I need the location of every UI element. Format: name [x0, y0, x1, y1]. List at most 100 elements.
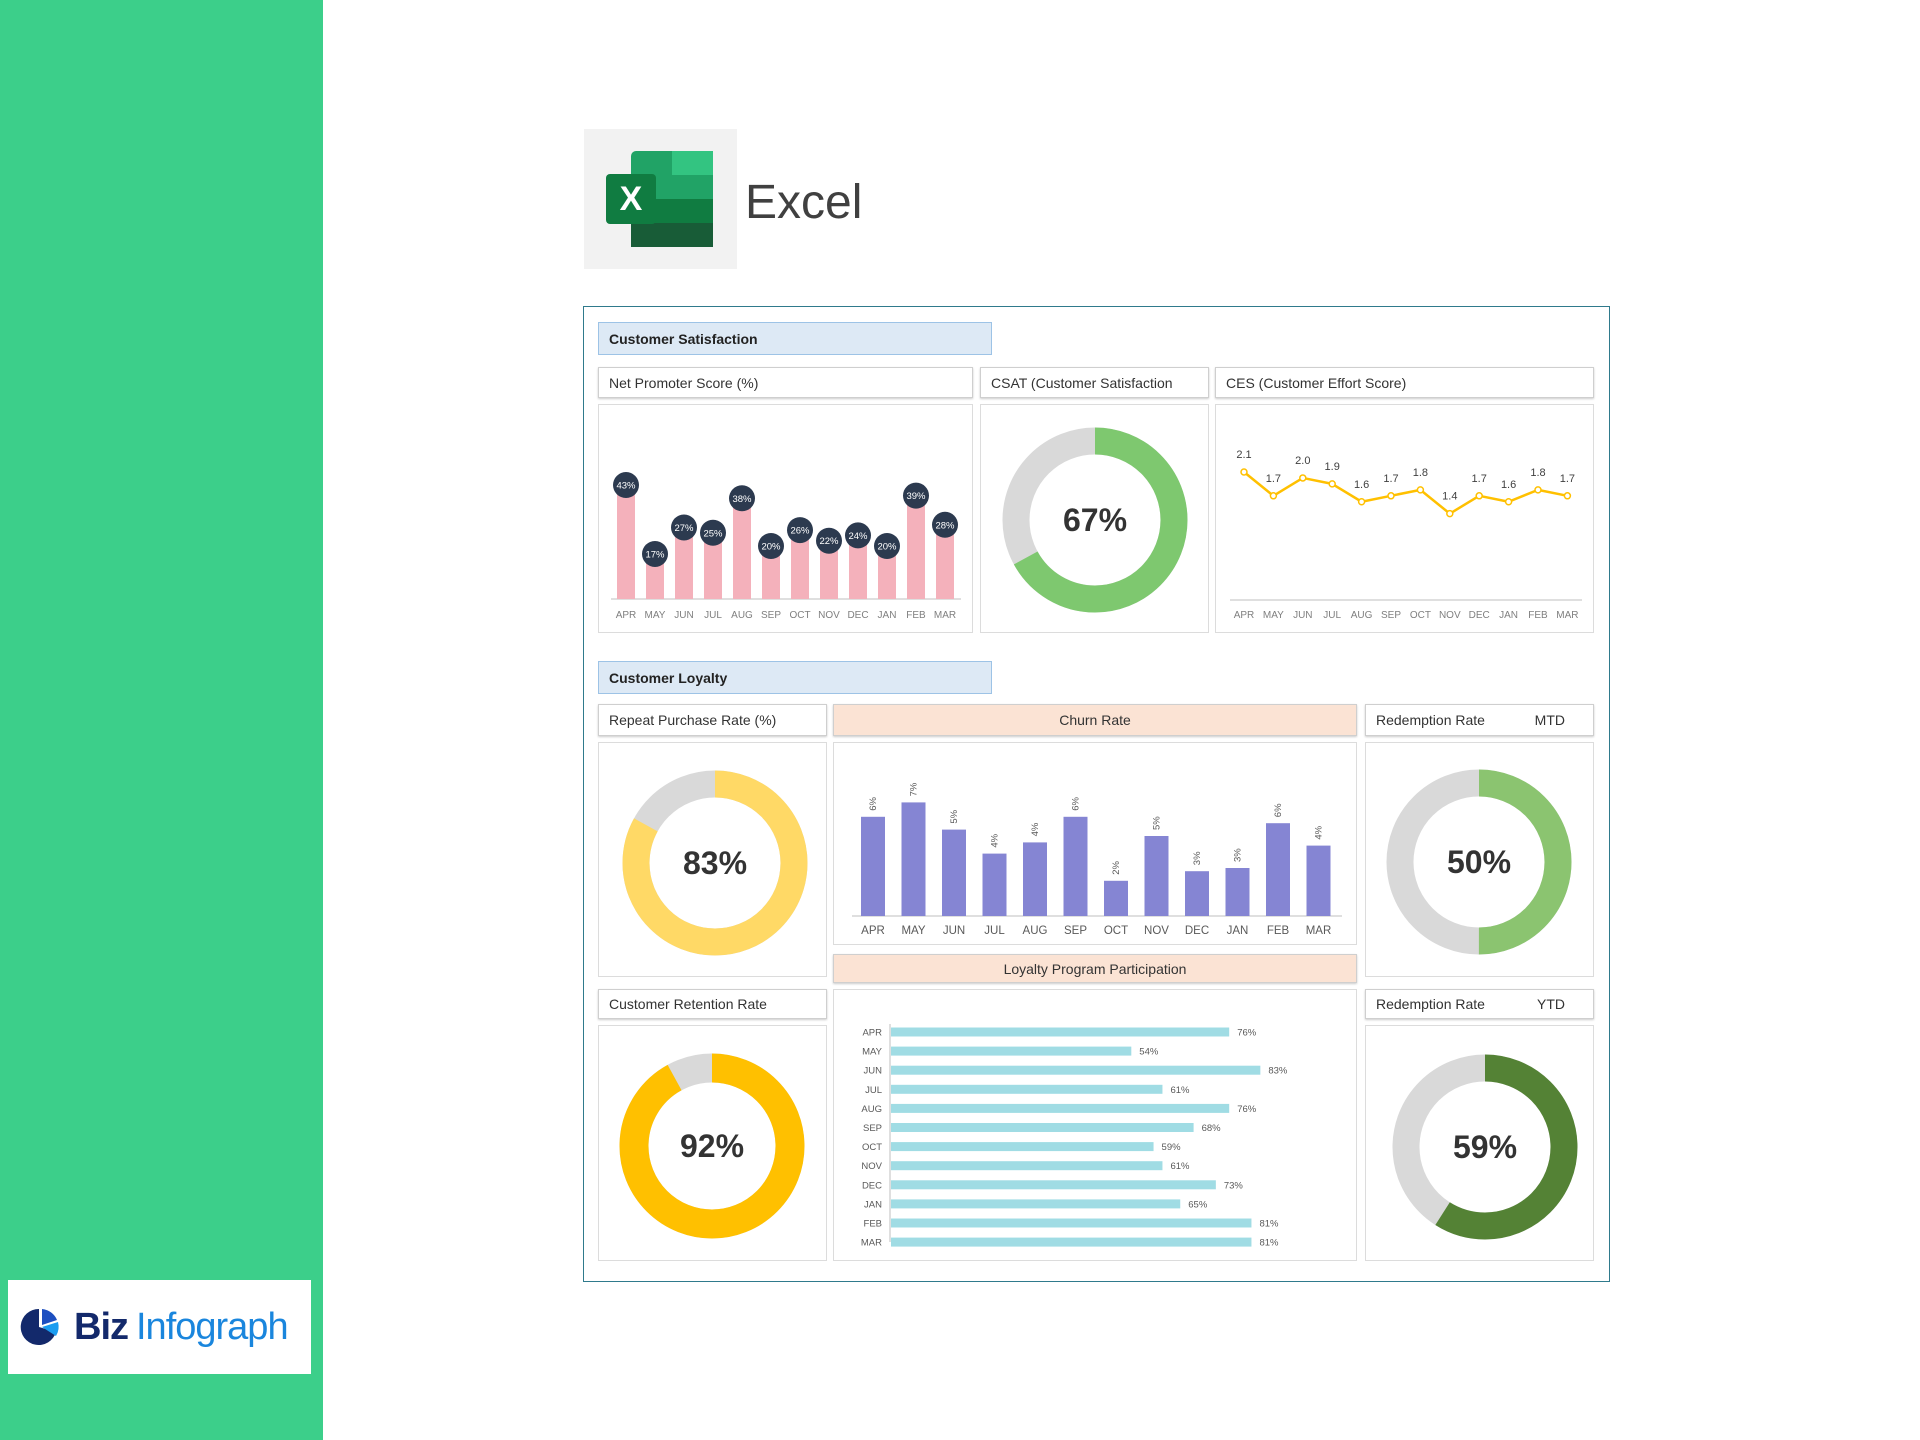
churn-bar — [1104, 880, 1128, 916]
nps-month-label: AUG — [731, 610, 753, 621]
nps-data-label: 25% — [703, 528, 723, 539]
pie-logo-icon — [20, 1308, 59, 1345]
loyalty-bar — [891, 1046, 1132, 1056]
nps-month-label: NOV — [818, 610, 840, 621]
excel-logo-tile: X — [584, 129, 737, 269]
churn-data-label: 4% — [1314, 825, 1325, 839]
churn-chart-svg: 6% APR 7% MAY 5% JUN 4% JUL 4% AUG 6% SEP 2% OCT 5% NOV… — [852, 782, 1342, 937]
ces-point — [1563, 492, 1572, 500]
churn-chart-panel: 6% APR 7% MAY 5% JUN 4% JUL 4% AUG 6% SEP 2% OCT 5% NOV… — [833, 742, 1357, 945]
loyalty-month-label: AUG — [861, 1104, 882, 1115]
redemption_ytd-value-label: 59% — [1453, 1129, 1517, 1165]
loyalty-bar — [891, 1123, 1194, 1132]
loyalty-data-label: 81% — [1259, 1238, 1279, 1249]
repeat-purchase-panel: 83% — [598, 742, 827, 977]
nps-bar — [820, 540, 838, 599]
ces-data-label: 1.7 — [1266, 473, 1281, 485]
nps-data-label: 28% — [935, 520, 955, 531]
nps-bubble — [845, 522, 871, 549]
ces-data-label: 1.7 — [1472, 473, 1487, 485]
redemption_ytd-chart-svg: 59% — [1392, 1054, 1578, 1240]
loyalty-bar — [891, 1180, 1216, 1190]
loyalty-data-label: 81% — [1259, 1219, 1279, 1230]
redemption-mtd-panel: 50% — [1365, 742, 1594, 977]
ces-month-label: SEP — [1381, 610, 1401, 621]
ces-month-label: JUN — [1293, 610, 1312, 621]
repeat-value-arc — [622, 770, 808, 956]
loyalty-bar — [891, 1103, 1230, 1113]
nps-bar — [762, 546, 780, 599]
ces-month-label: NOV — [1439, 610, 1461, 621]
loyalty-month-label: APR — [862, 1028, 882, 1039]
ces-month-label: MAY — [1263, 610, 1284, 621]
nps-bubble — [874, 533, 900, 559]
ces-month-label: AUG — [1351, 610, 1373, 621]
churn-bar — [1185, 871, 1209, 916]
nps-month-label: APR — [616, 610, 637, 621]
ces-chart-svg: 2.1 APR 1.7 MAY 2.0 JUN 1.9 JUL 1.6 AUG 1.7 SEP 1.8 O… — [1230, 449, 1582, 621]
csat-value-label: 67% — [1063, 502, 1127, 538]
redemption-ytd-label: Redemption Rate — [1376, 996, 1485, 1012]
nps-month-label: MAR — [934, 610, 956, 621]
ces-data-label: 1.6 — [1354, 479, 1369, 491]
churn-data-label: 6% — [868, 797, 879, 811]
mtd-tag: MTD — [1534, 712, 1565, 728]
nps-data-label: 20% — [761, 542, 781, 553]
nps-bubble — [700, 519, 726, 546]
loyalty-month-label: FEB — [864, 1219, 882, 1230]
loyalty-data-label: 76% — [1237, 1028, 1257, 1039]
loyalty-data-label: 68% — [1202, 1123, 1222, 1134]
ytd-tag: YTD — [1537, 996, 1565, 1012]
ces-point — [1446, 509, 1454, 518]
ces-month-label: JUL — [1323, 610, 1341, 621]
csat-header: CSAT (Customer Satisfaction — [980, 367, 1209, 398]
churn-bar — [1266, 823, 1290, 916]
redemption-ytd-header: Redemption Rate YTD — [1365, 989, 1594, 1019]
ces-point — [1240, 468, 1248, 476]
redemption_mtd-value-label: 50% — [1447, 844, 1511, 880]
loyalty-data-label: 83% — [1268, 1066, 1288, 1077]
churn-bar — [982, 853, 1007, 916]
loyalty-bar — [891, 1161, 1163, 1171]
loyalty-month-label: DEC — [862, 1180, 882, 1191]
nps-data-label: 26% — [790, 526, 810, 537]
loyalty-data-label: 59% — [1162, 1142, 1182, 1153]
ces-month-label: JAN — [1499, 610, 1518, 621]
nps-month-label: OCT — [789, 610, 810, 621]
churn-data-label: 3% — [1233, 848, 1244, 862]
ces-data-label: 1.4 — [1442, 491, 1457, 503]
nps-month-label: JUL — [704, 610, 722, 621]
loyalty-month-label: MAR — [861, 1238, 882, 1249]
section-customer-satisfaction: Customer Satisfaction — [598, 322, 992, 355]
loyalty-bar — [891, 1142, 1154, 1152]
churn-data-label: 6% — [1273, 803, 1284, 817]
churn-month-label: FEB — [1267, 925, 1290, 937]
churn-bar — [942, 829, 966, 916]
churn-bar — [1306, 845, 1331, 916]
nps-bubble — [758, 533, 784, 559]
ces-header: CES (Customer Effort Score) — [1215, 367, 1594, 398]
nps-bar — [704, 532, 722, 599]
nps-bar — [907, 495, 925, 599]
loyalty-month-label: JAN — [864, 1199, 882, 1210]
nps-bar — [733, 498, 751, 599]
nps-month-label: JAN — [878, 610, 897, 621]
churn-header: Churn Rate — [833, 704, 1357, 736]
repeat-value-label: 83% — [683, 845, 747, 881]
nps-data-label: 39% — [906, 491, 926, 502]
nps-data-label: 38% — [732, 494, 752, 505]
ces-month-label: APR — [1234, 610, 1255, 621]
loyalty-month-label: OCT — [862, 1142, 882, 1153]
redemption-mtd-label: Redemption Rate — [1376, 712, 1485, 728]
ces-month-label: FEB — [1528, 610, 1548, 621]
loyalty-bar — [891, 1199, 1181, 1209]
csat-chart-panel: 67% — [980, 404, 1209, 633]
loyalty-bar — [891, 1218, 1252, 1228]
nps-bar — [675, 527, 693, 599]
nps-data-label: 24% — [848, 531, 868, 542]
redemption-ytd-panel: 59% — [1365, 1025, 1594, 1261]
churn-month-label: APR — [861, 925, 885, 937]
churn-bar — [1225, 868, 1250, 916]
churn-month-label: AUG — [1023, 925, 1048, 937]
loyalty-data-label: 65% — [1188, 1199, 1208, 1210]
